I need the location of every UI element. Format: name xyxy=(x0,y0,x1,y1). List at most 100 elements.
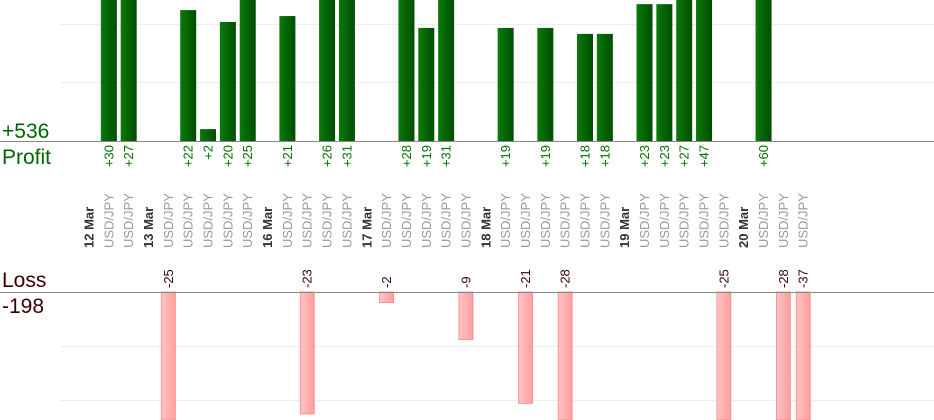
pair-label: USD/JPY xyxy=(716,193,731,248)
profit-label: Profit xyxy=(2,146,51,169)
profit-bar xyxy=(319,0,336,141)
loss-value-label: -28 xyxy=(558,269,573,288)
pair-label: USD/JPY xyxy=(677,193,692,248)
profit-value-label: +25 xyxy=(240,145,255,167)
pair-label: USD/JPY xyxy=(300,193,315,248)
profit-value-label: +23 xyxy=(657,145,672,167)
loss-bar xyxy=(557,291,573,420)
profit-value-label: +19 xyxy=(419,145,434,167)
loss-bar xyxy=(379,291,395,304)
profit-bar xyxy=(338,0,355,141)
profit-value-label: +60 xyxy=(756,145,771,167)
profit-total: +536 xyxy=(2,120,49,143)
profit-bar xyxy=(577,33,593,141)
pair-label: USD/JPY xyxy=(558,193,573,248)
loss-value-label: -2 xyxy=(379,276,394,288)
profit-value-label: +20 xyxy=(220,145,235,167)
profit-value-label: +31 xyxy=(439,145,454,167)
pair-label: USD/JPY xyxy=(201,193,216,248)
loss-value-label: -23 xyxy=(300,269,315,288)
pair-label: USD/JPY xyxy=(439,193,454,248)
pair-label: USD/JPY xyxy=(121,193,136,248)
date-label: 20 Mar xyxy=(736,207,751,248)
date-label: 17 Mar xyxy=(359,207,374,248)
pair-label: USD/JPY xyxy=(538,193,553,248)
profit-value-label: +21 xyxy=(280,145,295,167)
pair-label: USD/JPY xyxy=(578,193,593,248)
profit-bar xyxy=(755,0,772,141)
profit-value-label: +28 xyxy=(399,145,414,167)
profit-value-label: +31 xyxy=(339,145,354,167)
pair-label: USD/JPY xyxy=(181,193,196,248)
profit-bar xyxy=(656,4,673,142)
profit-value-label: +19 xyxy=(538,145,553,167)
pair-label: USD/JPY xyxy=(597,193,612,248)
profit-bar xyxy=(676,0,693,141)
loss-bar xyxy=(458,291,474,341)
loss-bar xyxy=(716,291,732,420)
profit-bar xyxy=(596,33,613,141)
profit-bar xyxy=(100,0,117,141)
pair-label: USD/JPY xyxy=(280,193,295,248)
profit-value-label: +18 xyxy=(578,145,593,167)
profit-value-label: +27 xyxy=(677,145,692,167)
loss-value-label: -9 xyxy=(458,276,473,288)
pair-label: USD/JPY xyxy=(419,193,434,248)
profit-value-label: +23 xyxy=(637,145,652,167)
loss-value-label: -21 xyxy=(518,269,533,288)
loss-bar xyxy=(299,291,315,415)
profit-bar xyxy=(537,27,554,142)
loss-bar xyxy=(518,291,533,404)
profit-bar xyxy=(120,0,137,141)
pair-label: USD/JPY xyxy=(518,193,533,248)
loss-total: -198 xyxy=(2,295,44,318)
loss-label: Loss xyxy=(2,269,46,292)
date-label: 16 Mar xyxy=(260,207,275,248)
pair-label: USD/JPY xyxy=(379,193,394,248)
profit-bar xyxy=(438,0,455,141)
profit-bar xyxy=(418,27,435,142)
pair-label: USD/JPY xyxy=(101,193,116,248)
date-label: 12 Mar xyxy=(82,207,97,248)
pair-label: USD/JPY xyxy=(796,193,811,248)
profit-bar xyxy=(239,0,256,141)
profit-bar xyxy=(219,22,236,141)
pair-label: USD/JPY xyxy=(399,193,414,248)
profit-bar xyxy=(180,10,197,141)
pair-label: USD/JPY xyxy=(637,193,652,248)
profit-value-label: +30 xyxy=(101,145,116,167)
profit-bar xyxy=(398,0,415,141)
profit-bar xyxy=(497,27,514,142)
pair-label: USD/JPY xyxy=(498,193,513,248)
loss-value-label: -28 xyxy=(776,269,791,288)
pair-label: USD/JPY xyxy=(756,193,771,248)
loss-bar xyxy=(776,291,791,420)
pair-label: USD/JPY xyxy=(240,193,255,248)
profit-value-label: +27 xyxy=(121,145,136,167)
pair-label: USD/JPY xyxy=(320,193,335,248)
profit-value-label: +26 xyxy=(320,145,335,167)
loss-value-label: -25 xyxy=(161,269,176,288)
profit-value-label: +19 xyxy=(498,145,513,167)
pair-label: USD/JPY xyxy=(657,193,672,248)
profit-value-label: +18 xyxy=(597,145,612,167)
loss-bar xyxy=(160,291,176,420)
loss-value-label: -37 xyxy=(796,269,811,288)
profit-value-label: +22 xyxy=(181,145,196,167)
loss-value-label: -25 xyxy=(716,269,731,288)
pair-label: USD/JPY xyxy=(339,193,354,248)
pair-label: USD/JPY xyxy=(697,193,712,248)
profit-bar xyxy=(636,4,653,142)
pair-label: USD/JPY xyxy=(220,193,235,248)
profit-bar xyxy=(200,129,217,141)
date-label: 19 Mar xyxy=(617,207,632,248)
loss-bar xyxy=(795,291,811,420)
profit-bar xyxy=(696,0,713,141)
profit-value-label: +2 xyxy=(201,145,216,160)
profit-bar xyxy=(279,16,296,141)
date-label: 13 Mar xyxy=(141,207,156,248)
date-label: 18 Mar xyxy=(478,207,493,248)
pair-label: USD/JPY xyxy=(776,193,791,248)
pair-label: USD/JPY xyxy=(458,193,473,248)
